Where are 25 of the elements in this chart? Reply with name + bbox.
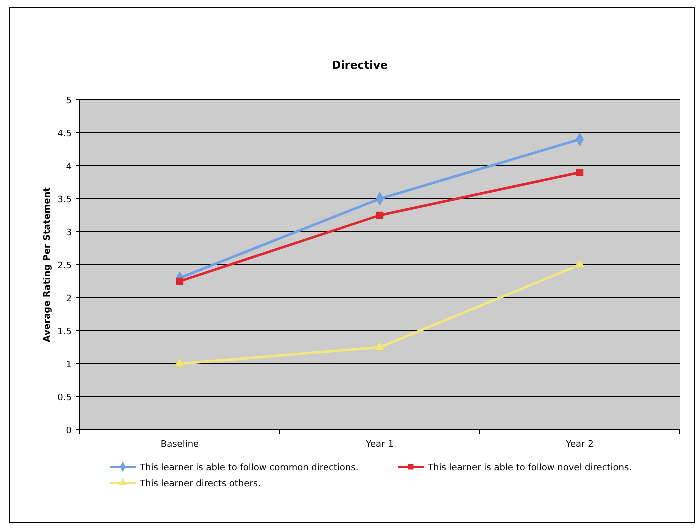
y-tick-label: 4.5 [58, 130, 72, 140]
point [176, 278, 184, 286]
point [576, 168, 584, 176]
point [374, 341, 386, 351]
y-tick-label: 2 [66, 294, 72, 304]
x-tick-label: Year 2 [565, 440, 594, 450]
y-tick-label: 1 [66, 360, 72, 370]
chart-title: Directive [332, 59, 388, 72]
legend-label: This learner directs others. [139, 480, 261, 490]
y-tick-label: 3.5 [58, 196, 72, 206]
x-tick-label: Year 1 [365, 440, 394, 450]
y-tick-label: 3 [66, 228, 72, 238]
y-tick-label: 1.5 [58, 328, 72, 338]
legend-label: This learner is able to follow novel directions. [427, 464, 632, 474]
y-tick-label: 4 [66, 162, 72, 172]
y-axis-title: Average Rating Per Statement [43, 186, 53, 342]
y-tick-label: 0.5 [58, 394, 72, 404]
point [376, 212, 384, 220]
y-tick-label: 2.5 [58, 262, 72, 272]
x-tick-label: Baseline [160, 440, 200, 450]
y-tick-label: 0 [66, 426, 72, 436]
point [574, 258, 586, 268]
legend-label: This learner is able to follow common directions. [139, 464, 359, 474]
point [174, 358, 186, 368]
y-tick-label: 5 [66, 96, 72, 106]
